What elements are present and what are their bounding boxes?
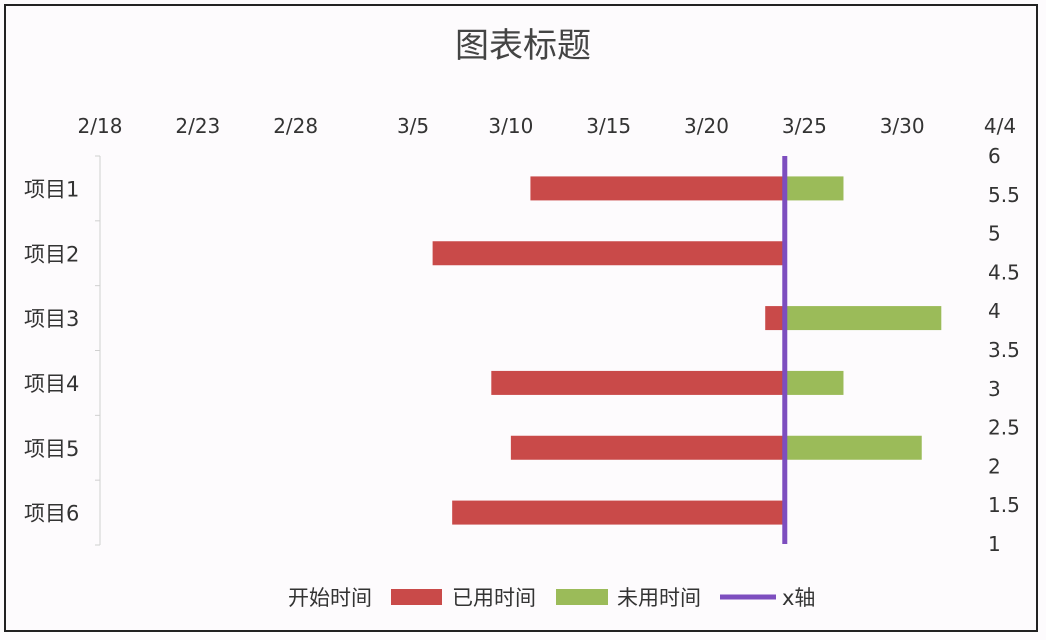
used-time-bar [765,306,785,331]
x-tick-label: 2/18 [78,114,123,138]
y2-tick-label: 3 [988,377,1001,401]
y2-tick-label: 3.5 [988,338,1020,362]
used-time-bar [452,500,785,525]
y2-tick-label: 5 [988,222,1001,246]
used-time-bar [510,435,785,460]
x-tick-label: 3/30 [880,114,925,138]
used-time-bar [530,176,785,201]
legend-label-start: 开始时间 [288,586,372,610]
x-tick-label: 2/28 [273,114,318,138]
category-label: 项目1 [24,177,79,201]
x-tick-label: 2/23 [175,114,220,138]
x-axis-top: 2/18 2/23 2/28 3/5 3/10 3/15 3/20 3/25 3/30 4/4 [78,114,1017,138]
legend: 开始时间 已用时间 未用时间 x轴 [288,586,815,610]
unused-time-bar [784,435,922,460]
category-label: 项目5 [24,437,79,461]
category-label: 项目3 [24,307,79,331]
category-label: 项目4 [24,372,79,396]
y2-tick-label: 1.5 [988,493,1020,517]
y2-tick-label: 5.5 [988,183,1020,207]
legend-label-used: 已用时间 [452,586,536,610]
chart-title: 图表标题 [455,26,591,66]
used-time-bar [491,370,785,395]
category-axis: 项目1 项目2 项目3 项目4 项目5 项目6 [24,155,101,546]
x-tick-label: 3/20 [684,114,729,138]
bars-group [432,176,942,525]
x-tick-label: 4/4 [984,114,1016,138]
y-axis-right: 6 5.5 5 4.5 4 3.5 3 2.5 2 1.5 1 [988,144,1020,556]
y2-tick-label: 1 [988,532,1001,556]
y2-tick-label: 4.5 [988,260,1020,284]
y2-tick-label: 4 [988,299,1001,323]
used-time-bar [432,241,785,266]
x-tick-label: 3/25 [782,114,827,138]
unused-time-bar [784,176,844,201]
category-label: 项目2 [24,242,79,266]
unused-time-bar [784,306,942,331]
unused-time-bar [784,370,844,395]
x-tick-label: 3/10 [488,114,533,138]
x-tick-label: 3/5 [397,114,429,138]
legend-swatch-used [391,589,442,605]
x-tick-label: 3/15 [586,114,631,138]
legend-label-today: x轴 [782,586,815,610]
y2-tick-label: 6 [988,144,1001,168]
legend-swatch-unused [556,589,608,605]
y2-tick-label: 2 [988,454,1001,478]
legend-label-unused: 未用时间 [617,586,701,610]
category-label: 项目6 [24,502,79,526]
y2-tick-label: 2.5 [988,416,1020,440]
